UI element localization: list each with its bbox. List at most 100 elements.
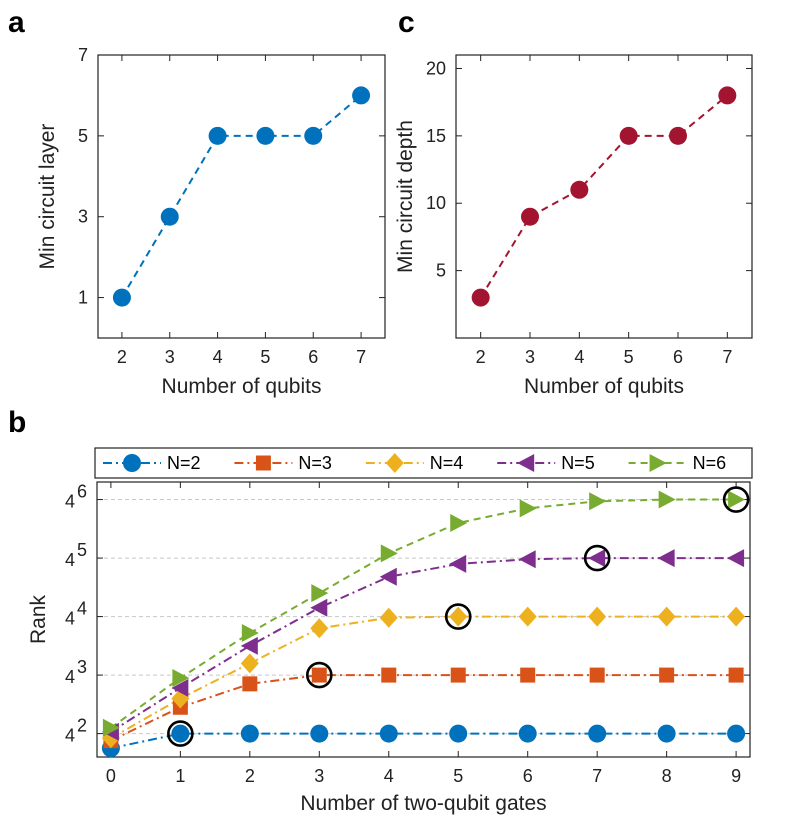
- x-tick-label: 6: [673, 347, 683, 367]
- data-point: [310, 724, 329, 743]
- y-tick-label: 7: [78, 45, 88, 65]
- data-point: [379, 607, 398, 628]
- x-tick-label: 5: [624, 347, 634, 367]
- data-point: [520, 667, 536, 683]
- data-point: [718, 86, 737, 105]
- data-point: [352, 86, 371, 105]
- x-axis-label: Number of two-qubit gates: [300, 792, 546, 815]
- y-tick-exponent: 2: [77, 716, 87, 736]
- data-point: [657, 549, 675, 568]
- data-point: [171, 678, 189, 697]
- y-tick-exponent: 3: [77, 657, 87, 677]
- highlight-circle: [444, 603, 472, 630]
- data-point: [242, 676, 258, 692]
- y-tick-base: 4: [65, 726, 75, 746]
- legend-label: N=4: [430, 453, 464, 473]
- data-point: [449, 724, 468, 743]
- y-tick-base: 4: [65, 550, 75, 570]
- legend-marker: [517, 454, 535, 472]
- legend-label: N=6: [693, 453, 727, 473]
- chart-min-circuit-depth: 2 3 4 5 6 7 5 10 15 20 Number of qubits Min circuit…: [394, 54, 753, 398]
- x-tick-label: 7: [722, 347, 732, 367]
- y-tick-exponent: 4: [77, 599, 87, 619]
- data-point: [588, 549, 606, 568]
- data-point: [518, 606, 537, 627]
- series-line: [110, 732, 737, 750]
- data-point: [449, 606, 468, 627]
- plot-frame: [97, 54, 386, 339]
- x-tick-label: 3: [314, 766, 324, 786]
- x-tick-label: 3: [165, 347, 175, 367]
- legend-label: N=2: [167, 453, 201, 473]
- x-tick-label: 4: [213, 347, 223, 367]
- x-tick-label: 9: [731, 766, 741, 786]
- legend-marker: [123, 454, 141, 472]
- legend-marker: [255, 455, 271, 471]
- data-point: [256, 126, 275, 145]
- data-point: [728, 667, 744, 683]
- data-point: [172, 669, 190, 688]
- data-point: [588, 606, 607, 627]
- y-tick-label: 3: [78, 207, 88, 227]
- data-point: [240, 653, 259, 674]
- data-point: [450, 513, 468, 532]
- data-point: [240, 636, 258, 655]
- data-point: [589, 667, 605, 683]
- y-tick-label: 5: [78, 126, 88, 146]
- data-point: [589, 492, 607, 511]
- plot-frame: [455, 54, 753, 339]
- x-axis-label: Number of qubits: [162, 375, 322, 398]
- data-point: [570, 180, 589, 199]
- data-point: [379, 724, 398, 743]
- data-point: [450, 667, 466, 683]
- highlight-circle: [305, 661, 333, 689]
- data-point: [241, 623, 259, 642]
- data-point: [659, 667, 675, 683]
- series-line: [110, 615, 737, 740]
- data-point: [727, 724, 746, 743]
- y-tick-label: 10: [426, 193, 446, 213]
- data-point: [728, 490, 746, 509]
- data-point: [588, 724, 607, 743]
- data-point: [208, 126, 227, 145]
- highlight-circle: [167, 720, 194, 747]
- x-axis-label: Number of qubits: [524, 375, 684, 398]
- data-point: [657, 724, 676, 743]
- x-tick-label: 7: [356, 347, 366, 367]
- data-point: [727, 549, 745, 568]
- panel-label-c: c: [398, 6, 415, 39]
- data-point: [310, 598, 328, 617]
- y-tick-exponent: 6: [77, 482, 87, 502]
- y-tick-base: 4: [65, 667, 75, 687]
- data-point: [310, 618, 329, 639]
- plot-frame: [96, 481, 751, 758]
- series-line: [110, 498, 737, 729]
- data-point: [304, 126, 323, 145]
- data-point: [379, 567, 397, 586]
- y-tick-label: 5: [436, 261, 446, 281]
- data-point: [518, 724, 537, 743]
- data-point: [112, 288, 131, 307]
- data-point: [240, 724, 259, 743]
- y-tick-exponent: 5: [77, 540, 87, 560]
- x-tick-label: 6: [308, 347, 318, 367]
- legend-label: N=5: [561, 453, 595, 473]
- y-tick-label: 20: [426, 58, 446, 78]
- x-tick-label: 8: [662, 766, 672, 786]
- data-point: [619, 126, 638, 145]
- panel-label-a: a: [8, 6, 25, 39]
- x-tick-label: 2: [245, 766, 255, 786]
- legend-label: N=3: [298, 453, 332, 473]
- x-tick-label: 7: [592, 766, 602, 786]
- x-tick-label: 2: [476, 347, 486, 367]
- x-tick-label: 5: [453, 766, 463, 786]
- series-line: [479, 94, 728, 299]
- series-line: [121, 94, 362, 299]
- data-point: [160, 207, 179, 226]
- data-point: [521, 207, 539, 226]
- x-tick-label: 6: [523, 766, 533, 786]
- data-point: [471, 288, 490, 307]
- data-point: [658, 490, 676, 509]
